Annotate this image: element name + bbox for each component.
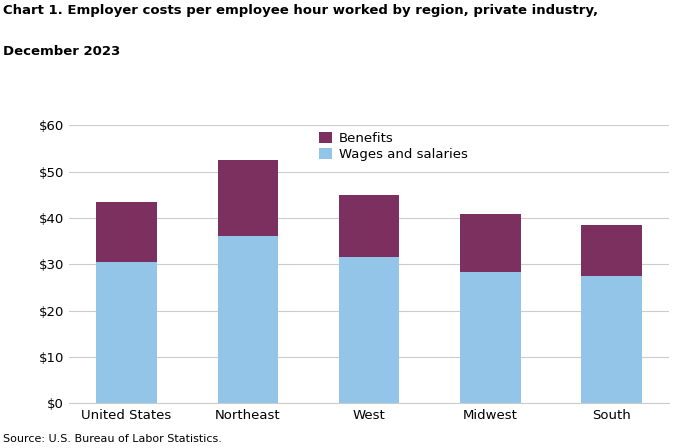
Bar <box>217 160 278 236</box>
Text: Chart 1. Employer costs per employee hour worked by region, private industry,: Chart 1. Employer costs per employee hou… <box>3 4 599 17</box>
Legend: Benefits, Wages and salaries: Benefits, Wages and salaries <box>319 132 468 161</box>
Bar <box>460 214 521 271</box>
Text: December 2023: December 2023 <box>3 45 121 58</box>
Bar <box>217 236 278 403</box>
Bar <box>339 194 400 257</box>
Bar <box>339 257 400 403</box>
Bar <box>582 224 642 276</box>
Bar <box>97 202 157 262</box>
Bar <box>582 276 642 403</box>
Bar <box>97 262 157 403</box>
Bar <box>460 271 521 403</box>
Text: Source: U.S. Bureau of Labor Statistics.: Source: U.S. Bureau of Labor Statistics. <box>3 434 222 444</box>
